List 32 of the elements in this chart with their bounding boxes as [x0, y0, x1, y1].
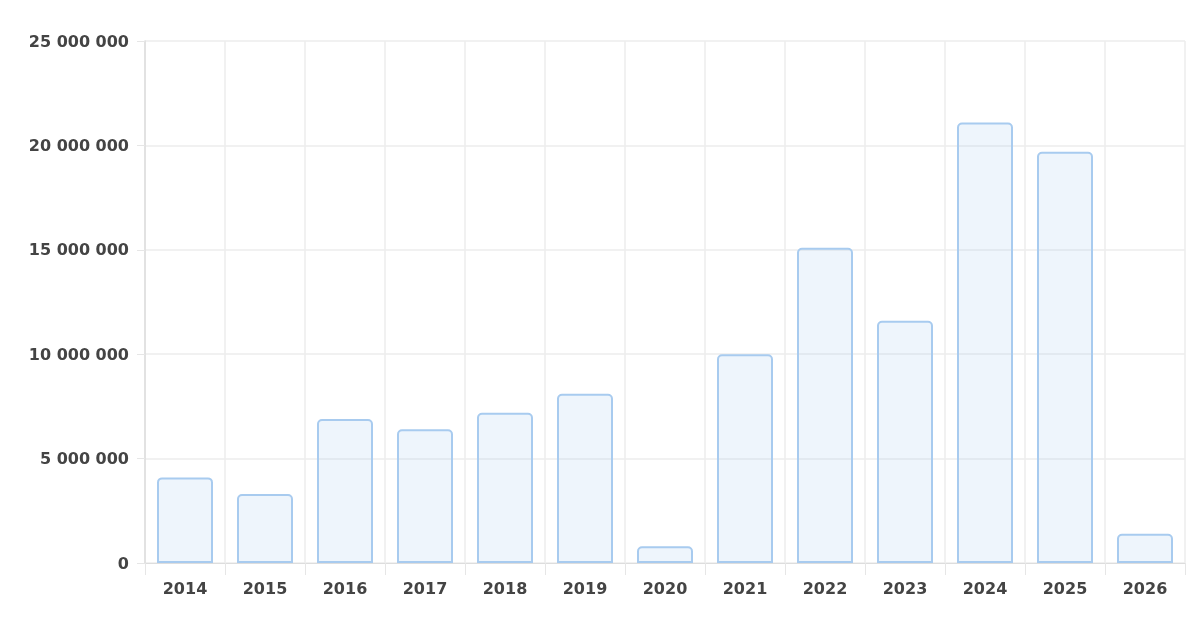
- x-tick-label: 2021: [722, 578, 768, 598]
- bar: [317, 418, 373, 563]
- bar: [397, 429, 453, 563]
- bar: [717, 354, 773, 563]
- x-tick-label: 2016: [322, 578, 368, 598]
- x-tick-label: 2024: [962, 578, 1008, 598]
- bar: [1117, 533, 1173, 563]
- y-tick-label: 0: [117, 553, 129, 573]
- bar: [1037, 151, 1093, 563]
- x-tick-label: 2015: [242, 578, 288, 598]
- x-tick-label: 2020: [642, 578, 688, 598]
- bar: [637, 546, 693, 563]
- y-tick-label: 10 000 000: [28, 344, 129, 364]
- x-tick-label: 2022: [802, 578, 848, 598]
- y-tick-label: 5 000 000: [39, 449, 129, 469]
- bar: [957, 122, 1013, 563]
- bar: [157, 477, 213, 563]
- x-tick-label: 2025: [1042, 578, 1088, 598]
- bar: [557, 393, 613, 563]
- y-tick-label: 20 000 000: [28, 135, 129, 155]
- x-tick-label: 2023: [882, 578, 928, 598]
- y-tick-label: 15 000 000: [28, 240, 129, 260]
- x-tick-label: 2018: [482, 578, 528, 598]
- bar: [797, 247, 853, 563]
- x-tick-label: 2026: [1122, 578, 1168, 598]
- bar: [877, 320, 933, 563]
- bar: [237, 494, 293, 563]
- y-tick-label: 25 000 000: [28, 31, 129, 51]
- x-tick-label: 2017: [402, 578, 448, 598]
- x-tick-label: 2014: [162, 578, 208, 598]
- x-tick-label: 2019: [562, 578, 608, 598]
- bar: [477, 412, 533, 563]
